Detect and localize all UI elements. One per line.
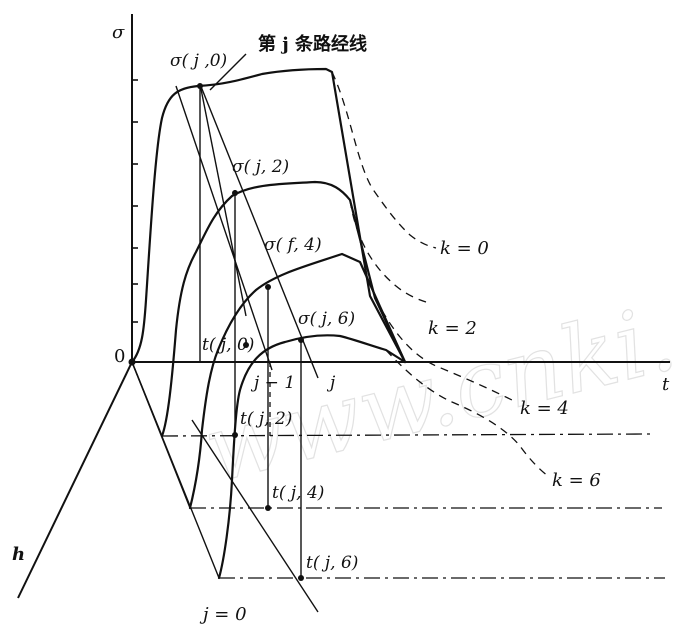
label-sigma-f4: σ( f, 4) bbox=[264, 235, 322, 255]
label-k2: k = 2 bbox=[428, 318, 477, 339]
origin-label: 0 bbox=[114, 346, 125, 367]
time-baselines bbox=[161, 433, 665, 579]
label-t-j6: t( j, 6) bbox=[306, 553, 358, 573]
h-axis-line bbox=[17, 361, 133, 599]
label-k6: k = 6 bbox=[552, 470, 601, 491]
label-j-eq-0: j = 0 bbox=[199, 604, 247, 625]
label-j-minus-1: j − 1 bbox=[250, 373, 295, 393]
label-t-j4: t( j, 4) bbox=[272, 483, 324, 503]
curve-k6 bbox=[217, 334, 407, 580]
label-sigma-j6: σ( j, 6) bbox=[298, 309, 355, 329]
label-sigma-j0: σ( j ,0) bbox=[170, 51, 227, 71]
sigma-axis-label: σ bbox=[112, 22, 125, 43]
label-t-j2: t( j, 2) bbox=[240, 409, 292, 429]
projection-verticals bbox=[199, 84, 302, 578]
t-axis-label: t bbox=[662, 374, 670, 395]
curve-k0 bbox=[130, 67, 407, 364]
intersection-points bbox=[128, 83, 304, 581]
label-sigma-j2: σ( j, 2) bbox=[232, 157, 289, 177]
route-title: 第 j 条路经线 bbox=[258, 33, 367, 55]
label-t-j0: t( j, 0) bbox=[202, 335, 254, 355]
label-j: j bbox=[326, 373, 336, 393]
sigma-axis-ticks bbox=[132, 79, 138, 323]
route-line-j bbox=[199, 83, 319, 379]
tail-curves bbox=[331, 71, 549, 477]
route-lines bbox=[175, 53, 319, 613]
h-axis-label: h bbox=[12, 544, 25, 565]
label-k4: k = 4 bbox=[520, 398, 569, 419]
curve-k4 bbox=[188, 252, 407, 510]
label-k0: k = 0 bbox=[440, 238, 489, 259]
curve-k2 bbox=[160, 180, 407, 438]
baseline-fan bbox=[131, 361, 220, 579]
